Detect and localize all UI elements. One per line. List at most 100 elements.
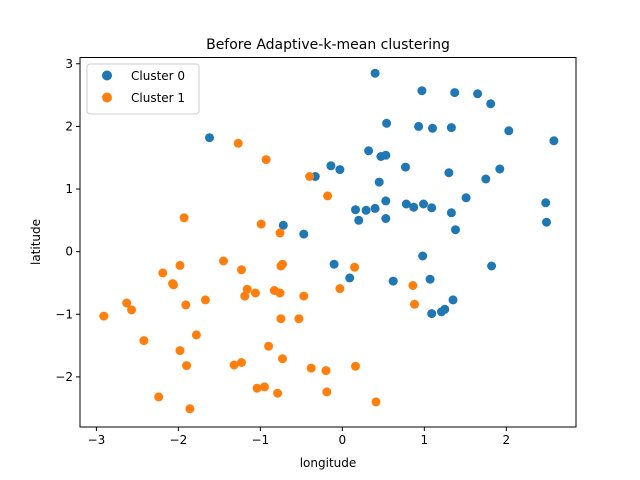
data-point-cluster-0-27 (419, 199, 428, 209)
data-point-cluster-0-32 (370, 203, 380, 213)
data-point-cluster-1-10 (276, 261, 286, 271)
data-point-cluster-1-37 (237, 358, 246, 367)
data-point-cluster-1-45 (273, 388, 283, 398)
data-point-cluster-0-37 (278, 220, 288, 230)
legend-frame (86, 63, 200, 115)
data-point-cluster-0-30 (351, 205, 360, 215)
data-point-cluster-1-27 (410, 299, 419, 309)
data-point-cluster-0-10 (549, 136, 559, 146)
x-tick-label: −2 (170, 433, 188, 447)
data-point-cluster-1-38 (229, 360, 239, 370)
legend-label-cluster-1: Cluster 1 (131, 91, 185, 105)
data-point-cluster-1-26 (181, 300, 191, 310)
data-point-cluster-1-43 (260, 382, 269, 392)
data-point-cluster-1-32 (191, 330, 201, 340)
data-point-cluster-1-35 (175, 346, 185, 356)
data-point-cluster-1-8 (175, 260, 185, 270)
data-point-cluster-0-45 (425, 274, 435, 284)
data-point-cluster-0-36 (542, 217, 551, 227)
y-tick-label: 3 (65, 57, 73, 71)
legend-label-cluster-0: Cluster 0 (131, 69, 185, 83)
data-point-cluster-1-29 (99, 311, 109, 321)
data-point-cluster-0-34 (354, 215, 364, 225)
legend: Cluster 0 Cluster 1 (86, 63, 200, 115)
data-point-cluster-0-26 (409, 202, 419, 212)
x-tick-label: 0 (339, 433, 347, 447)
legend-marker-cluster-1 (102, 92, 112, 103)
data-point-cluster-1-12 (350, 262, 360, 272)
data-point-cluster-1-3 (323, 191, 333, 201)
data-point-cluster-1-19 (408, 281, 418, 290)
x-tick-label: −1 (252, 433, 270, 447)
data-point-cluster-0-47 (427, 309, 437, 319)
data-point-cluster-1-11 (237, 265, 246, 275)
x-tick-label: −3 (88, 433, 106, 447)
data-point-cluster-1-48 (371, 397, 381, 407)
data-point-cluster-0-15 (326, 161, 336, 171)
chart-title: Before Adaptive-k-mean clustering (206, 37, 450, 53)
y-tick-label: 1 (65, 182, 73, 196)
data-point-cluster-0-44 (388, 276, 398, 286)
data-point-cluster-1-46 (322, 387, 332, 397)
y-axis-label: latitude (29, 219, 43, 265)
data-point-cluster-1-16 (242, 284, 252, 294)
data-point-cluster-0-12 (364, 146, 374, 156)
data-point-cluster-0-6 (414, 121, 424, 131)
data-point-cluster-0-19 (444, 168, 454, 178)
data-point-cluster-1-33 (139, 336, 149, 346)
y-tick-label: −2 (55, 370, 73, 384)
data-point-cluster-1-6 (275, 228, 285, 238)
x-axis-label: longitude (300, 456, 357, 470)
data-point-cluster-0-28 (427, 203, 437, 213)
y-tick-label: 0 (65, 245, 73, 259)
data-point-cluster-0-35 (381, 214, 391, 223)
data-point-cluster-0-40 (418, 251, 428, 261)
ticks-layer: −3 −2 −1 0 1 2 −2 −1 0 1 2 3 (55, 57, 510, 447)
data-point-cluster-1-23 (299, 291, 309, 301)
data-point-cluster-0-2 (450, 88, 460, 98)
data-point-cluster-1-28 (127, 305, 137, 315)
x-tick-label: 2 (502, 433, 510, 447)
data-point-cluster-0-18 (495, 164, 505, 174)
data-point-cluster-0-33 (446, 208, 456, 218)
data-point-cluster-0-17 (335, 165, 345, 175)
data-point-cluster-0-42 (487, 261, 497, 271)
data-point-cluster-0-0 (370, 68, 380, 78)
data-point-cluster-1-47 (154, 392, 164, 402)
data-point-cluster-0-9 (504, 126, 514, 136)
data-point-cluster-1-15 (169, 280, 178, 290)
data-point-cluster-1-2 (305, 172, 315, 181)
data-point-cluster-0-4 (486, 99, 496, 109)
data-point-cluster-0-39 (451, 225, 460, 235)
data-point-cluster-1-21 (275, 288, 285, 298)
data-point-cluster-1-0 (233, 138, 243, 148)
data-point-cluster-0-24 (381, 196, 391, 206)
data-point-cluster-1-39 (182, 361, 192, 371)
data-point-cluster-0-7 (428, 123, 437, 133)
data-point-cluster-0-41 (329, 259, 339, 269)
data-point-cluster-0-49 (440, 304, 450, 314)
data-point-cluster-0-43 (345, 273, 355, 283)
data-point-cluster-1-18 (335, 284, 345, 294)
points-layer (99, 68, 559, 414)
data-point-cluster-1-31 (294, 314, 304, 324)
data-point-cluster-1-24 (200, 295, 210, 305)
data-point-cluster-0-16 (401, 162, 410, 172)
data-point-cluster-1-7 (219, 256, 228, 266)
data-point-cluster-1-4 (179, 213, 189, 223)
y-tick-label: −1 (55, 307, 73, 321)
data-point-cluster-0-1 (417, 86, 427, 96)
data-point-cluster-1-41 (351, 361, 360, 371)
plot-frame (79, 57, 577, 428)
data-point-cluster-1-40 (306, 363, 316, 373)
data-point-cluster-0-31 (361, 205, 371, 215)
data-point-cluster-0-3 (473, 89, 483, 99)
data-point-cluster-0-14 (381, 150, 391, 160)
data-point-cluster-0-5 (382, 118, 392, 128)
x-tick-label: 1 (421, 433, 429, 447)
data-point-cluster-1-42 (321, 366, 331, 376)
data-point-cluster-1-49 (185, 404, 195, 414)
data-point-cluster-1-34 (264, 341, 274, 351)
legend-marker-cluster-0 (102, 70, 112, 81)
